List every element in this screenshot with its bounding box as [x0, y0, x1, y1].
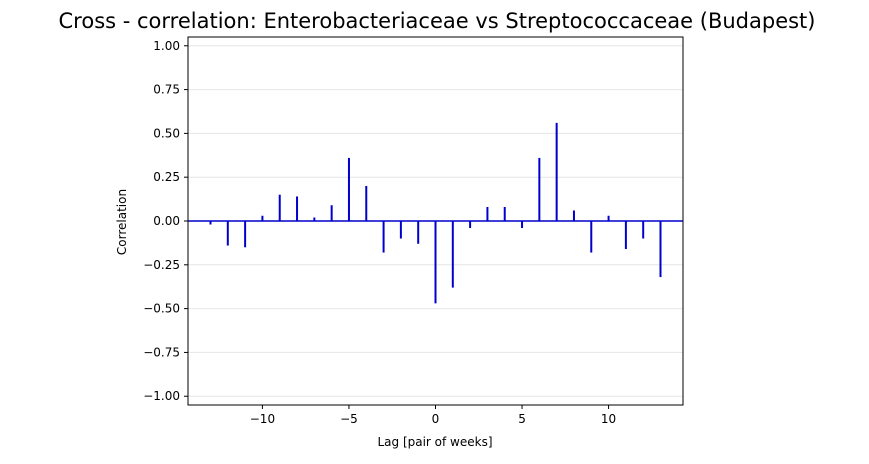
y-tick-label: 0.75	[153, 83, 180, 97]
x-tick-label: −10	[250, 412, 275, 426]
y-tick-label: 1.00	[153, 39, 180, 53]
x-axis-label: Lag [pair of weeks]	[377, 435, 492, 449]
x-tick-label: −5	[340, 412, 358, 426]
y-tick-label: −1.00	[143, 389, 180, 403]
y-tick-label: 0.00	[153, 214, 180, 228]
y-tick-label: −0.25	[143, 258, 180, 272]
y-axis-label: Correlation	[115, 189, 129, 255]
tick-layer: −10 −5 0 5 10 −1.00 −0.75 −0.50 −0.25 0.00 0.25 0.5…	[143, 39, 616, 426]
y-tick-label: 0.50	[153, 126, 180, 140]
y-tick-label: 0.25	[153, 170, 180, 184]
chart-title: Cross - correlation: Enterobacteriaceae …	[59, 9, 816, 33]
y-tick-label: −0.50	[143, 302, 180, 316]
x-tick-label: 10	[601, 412, 616, 426]
bar-layer	[188, 122, 683, 304]
x-tick-label: 5	[518, 412, 526, 426]
x-tick-label: 0	[432, 412, 440, 426]
y-tick-label: −0.75	[143, 345, 180, 359]
